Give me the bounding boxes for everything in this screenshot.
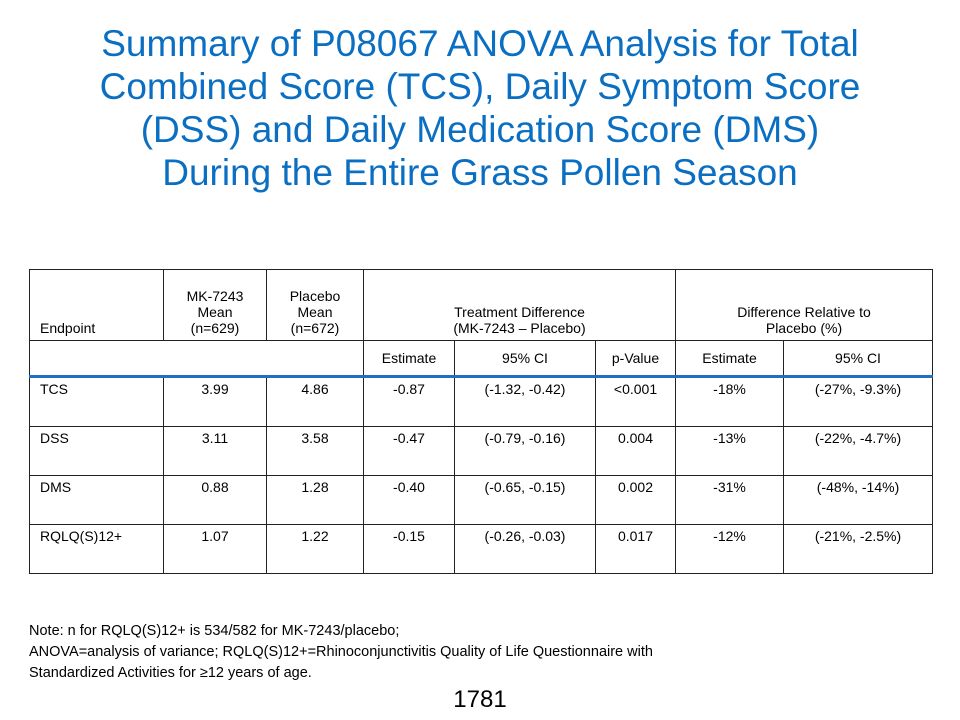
cell-relative-ci: (-22%, -4.7%): [783, 426, 933, 476]
table-row: DMS 0.88 1.28 -0.40 (-0.65, -0.15) 0.002…: [29, 475, 933, 525]
header-endpoint: Endpoint: [29, 269, 164, 341]
cell-estimate: -0.40: [363, 475, 455, 525]
table-row: TCS 3.99 4.86 -0.87 (-1.32, -0.42) <0.00…: [29, 375, 933, 427]
cell-mk-mean: 3.99: [163, 375, 267, 427]
header-mk-mean: MK-7243 Mean (n=629): [163, 269, 267, 341]
title-line: Summary of P08067 ANOVA Analysis for Tot…: [101, 23, 859, 64]
header-placebo-mean-line: Mean: [297, 304, 333, 320]
page-number: 1781: [453, 686, 507, 713]
footnote-line: ANOVA=analysis of variance; RQLQ(S)12+=R…: [29, 644, 653, 660]
cell-relative-ci: (-21%, -2.5%): [783, 524, 933, 574]
title-line: During the Entire Grass Pollen Season: [162, 152, 798, 193]
cell-relative-ci: (-48%, -14%): [783, 475, 933, 525]
title-line: (DSS) and Daily Medication Score (DMS): [140, 109, 820, 150]
cell-relative-estimate: -31%: [675, 475, 784, 525]
table-row: RQLQ(S)12+ 1.07 1.22 -0.15 (-0.26, -0.03…: [29, 524, 933, 574]
cell-endpoint: RQLQ(S)12+: [29, 524, 164, 574]
cell-relative-estimate: -18%: [675, 375, 784, 427]
cell-estimate: -0.47: [363, 426, 455, 476]
footnote: Note: n for RQLQ(S)12+ is 534/582 for MK…: [29, 621, 929, 684]
cell-p-value: 0.004: [595, 426, 676, 476]
cell-placebo-mean: 4.86: [266, 375, 364, 427]
cell-ci: (-0.79, -0.16): [454, 426, 596, 476]
footnote-line: Note: n for RQLQ(S)12+ is 534/582 for MK…: [29, 623, 400, 639]
cell-p-value: <0.001: [595, 375, 676, 427]
header-placebo-mean: Placebo Mean (n=672): [266, 269, 364, 341]
header-relative-difference-line: Placebo (%): [765, 320, 843, 336]
subheader-relative-ci: 95% CI: [783, 340, 933, 377]
subheader-ci: 95% CI: [454, 340, 596, 377]
header-treatment-difference-line: (MK-7243 – Placebo): [453, 320, 586, 336]
cell-ci: (-0.65, -0.15): [454, 475, 596, 525]
subheader-empty: [29, 340, 364, 377]
header-mk-mean-line: (n=629): [190, 320, 240, 336]
cell-placebo-mean: 1.28: [266, 475, 364, 525]
footnote-line: Standardized Activities for ≥12 years of…: [29, 665, 312, 681]
cell-placebo-mean: 1.22: [266, 524, 364, 574]
cell-relative-ci: (-27%, -9.3%): [783, 375, 933, 427]
cell-endpoint: TCS: [29, 375, 164, 427]
subheader-p-value: p-Value: [595, 340, 676, 377]
header-treatment-difference: Treatment Difference (MK-7243 – Placebo): [363, 269, 676, 341]
header-treatment-difference-line: Treatment Difference: [454, 304, 585, 320]
cell-relative-estimate: -12%: [675, 524, 784, 574]
header-mk-mean-line: MK-7243: [186, 288, 244, 304]
cell-p-value: 0.017: [595, 524, 676, 574]
cell-estimate: -0.87: [363, 375, 455, 427]
subheader-estimate: Estimate: [363, 340, 455, 377]
header-relative-difference-line: Difference Relative to: [737, 304, 871, 320]
cell-endpoint: DMS: [29, 475, 164, 525]
slide-title: Summary of P08067 ANOVA Analysis for Tot…: [20, 22, 940, 194]
table-subheader-row: Estimate 95% CI p-Value Estimate 95% CI: [29, 340, 933, 377]
table-row: DSS 3.11 3.58 -0.47 (-0.79, -0.16) 0.004…: [29, 426, 933, 476]
cell-ci: (-1.32, -0.42): [454, 375, 596, 427]
cell-relative-estimate: -13%: [675, 426, 784, 476]
cell-placebo-mean: 3.58: [266, 426, 364, 476]
cell-estimate: -0.15: [363, 524, 455, 574]
title-line: Combined Score (TCS), Daily Symptom Scor…: [99, 66, 861, 107]
cell-endpoint: DSS: [29, 426, 164, 476]
anova-summary-table: Endpoint MK-7243 Mean (n=629) Placebo Me…: [29, 269, 933, 574]
cell-mk-mean: 0.88: [163, 475, 267, 525]
table-header-row: Endpoint MK-7243 Mean (n=629) Placebo Me…: [29, 269, 933, 341]
header-mk-mean-line: Mean: [197, 304, 233, 320]
cell-p-value: 0.002: [595, 475, 676, 525]
cell-ci: (-0.26, -0.03): [454, 524, 596, 574]
header-placebo-mean-line: (n=672): [290, 320, 340, 336]
cell-mk-mean: 3.11: [163, 426, 267, 476]
subheader-relative-estimate: Estimate: [675, 340, 784, 377]
cell-mk-mean: 1.07: [163, 524, 267, 574]
header-placebo-mean-line: Placebo: [289, 288, 341, 304]
header-relative-difference: Difference Relative to Placebo (%): [675, 269, 933, 341]
